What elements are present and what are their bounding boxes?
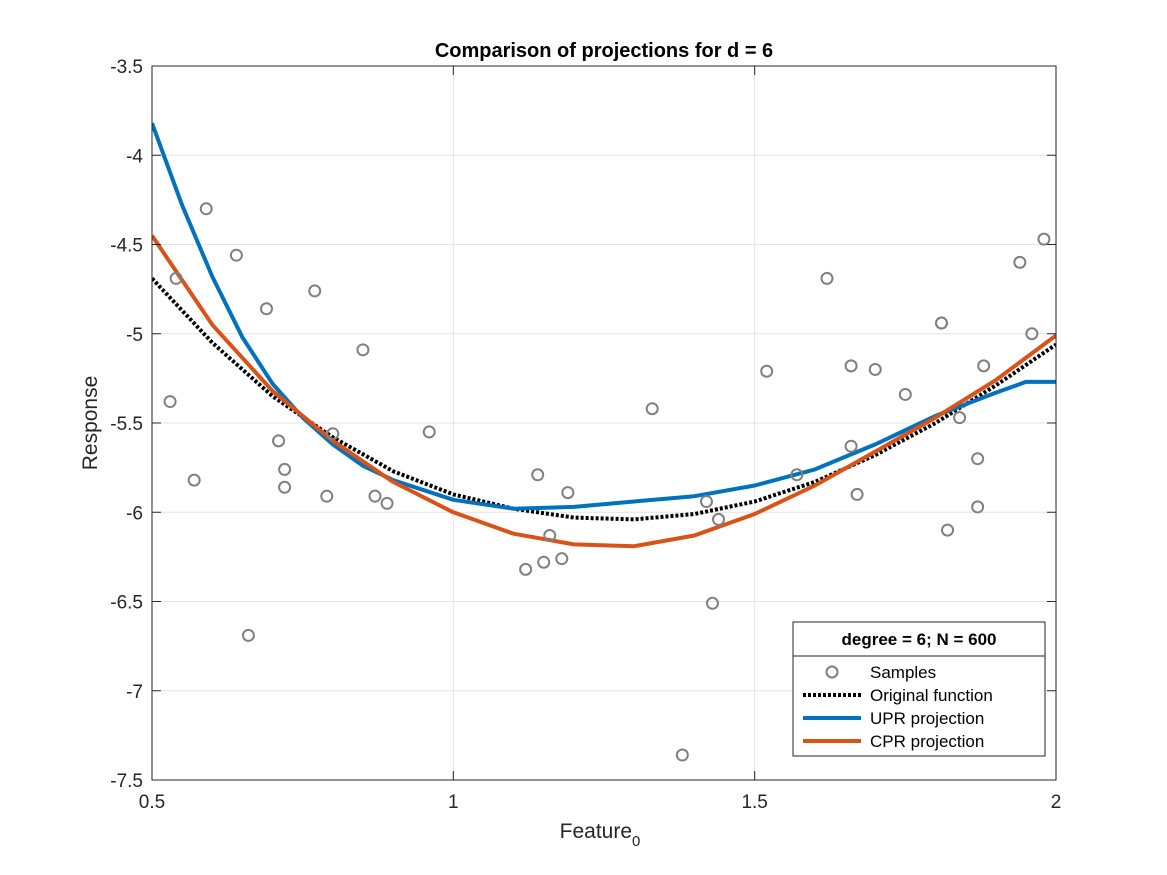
y-tick-label-3: -6 — [126, 503, 143, 524]
x-tick-label-1: 1 — [448, 792, 459, 813]
x-axis-label-subscript: 0 — [632, 833, 640, 850]
sample-point-29 — [790, 468, 804, 482]
series-line-cpr-projection — [152, 234, 1056, 549]
sample-point-45 — [1037, 232, 1051, 246]
tick-labels: 0.5 1 1.5 2 -7.5 -7 -6.5 -6 -5.5 -5 -4.5 -4 -3.5 — [110, 57, 1061, 813]
x-axis-label: Feature0 — [560, 820, 641, 850]
sample-point-30 — [820, 271, 834, 285]
sample-point-5 — [241, 628, 255, 642]
sample-point-4 — [229, 248, 243, 262]
sample-point-19 — [537, 555, 551, 569]
chart-title: Comparison of projections for d = 6 — [435, 40, 773, 62]
sample-point-41 — [971, 452, 985, 466]
y-tick-label-7: -4 — [126, 146, 143, 167]
sample-point-0 — [163, 395, 177, 409]
sample-point-37 — [934, 316, 948, 330]
sample-point-33 — [850, 487, 864, 501]
sample-point-2 — [187, 473, 201, 487]
series-line-upr-projection — [152, 122, 1056, 511]
sample-point-20 — [543, 528, 557, 542]
y-tick-label-8: -3.5 — [110, 57, 143, 78]
sample-point-3 — [199, 202, 213, 216]
sample-point-43 — [1013, 255, 1027, 269]
legend-original-label: Original function — [870, 686, 993, 705]
sample-point-11 — [320, 489, 334, 503]
sample-point-15 — [380, 496, 394, 510]
x-tick-label-3: 2 — [1051, 792, 1062, 813]
sample-point-10 — [308, 284, 322, 298]
grid — [152, 66, 1056, 780]
sample-point-24 — [675, 748, 689, 762]
y-tick-label-2: -6.5 — [110, 593, 143, 614]
legend-samples-label: Samples — [870, 663, 936, 682]
sample-point-27 — [712, 512, 726, 526]
x-axis-label-main: Feature — [560, 820, 632, 843]
sample-point-28 — [760, 364, 774, 378]
sample-point-42 — [977, 359, 991, 373]
legend: degree = 6; N = 600 Samples Original fun… — [792, 621, 1046, 757]
legend-samples-marker — [825, 665, 839, 679]
sample-point-21 — [555, 552, 569, 566]
y-tick-label-4: -5.5 — [110, 414, 143, 435]
x-tick-label-2: 1.5 — [741, 792, 767, 813]
sample-point-26 — [705, 596, 719, 610]
sample-point-8 — [278, 462, 292, 476]
legend-upr-label: UPR projection — [870, 709, 984, 728]
sample-point-14 — [368, 489, 382, 503]
plot-content — [152, 122, 1056, 762]
legend-title: degree = 6; N = 600 — [842, 630, 997, 649]
x-tick-label-0: 0.5 — [139, 792, 165, 813]
sample-point-31 — [844, 439, 858, 453]
sample-point-7 — [272, 434, 286, 448]
ticks — [151, 65, 1057, 781]
legend-cpr-label: CPR projection — [870, 732, 984, 751]
sample-point-16 — [422, 425, 436, 439]
sample-point-6 — [260, 302, 274, 316]
series-layer — [152, 122, 1056, 762]
y-axis-label: Response — [79, 376, 102, 471]
legend-box — [792, 621, 1046, 757]
sample-point-12 — [326, 427, 340, 441]
sample-point-38 — [941, 523, 955, 537]
sample-point-44 — [1025, 327, 1039, 341]
sample-point-40 — [971, 500, 985, 514]
sample-point-13 — [356, 343, 370, 357]
sample-point-9 — [278, 480, 292, 494]
sample-point-18 — [531, 468, 545, 482]
sample-point-35 — [898, 387, 912, 401]
sample-point-17 — [519, 562, 533, 576]
y-tick-label-0: -7.5 — [110, 771, 143, 792]
sample-point-32 — [844, 359, 858, 373]
sample-point-22 — [561, 486, 575, 500]
sample-point-1 — [169, 271, 183, 285]
y-tick-label-6: -4.5 — [110, 236, 143, 257]
sample-point-39 — [953, 411, 967, 425]
sample-point-34 — [868, 362, 882, 376]
y-tick-label-1: -7 — [126, 682, 143, 703]
y-tick-label-5: -5 — [126, 325, 143, 346]
sample-point-23 — [645, 402, 659, 416]
sample-point-25 — [699, 495, 713, 509]
